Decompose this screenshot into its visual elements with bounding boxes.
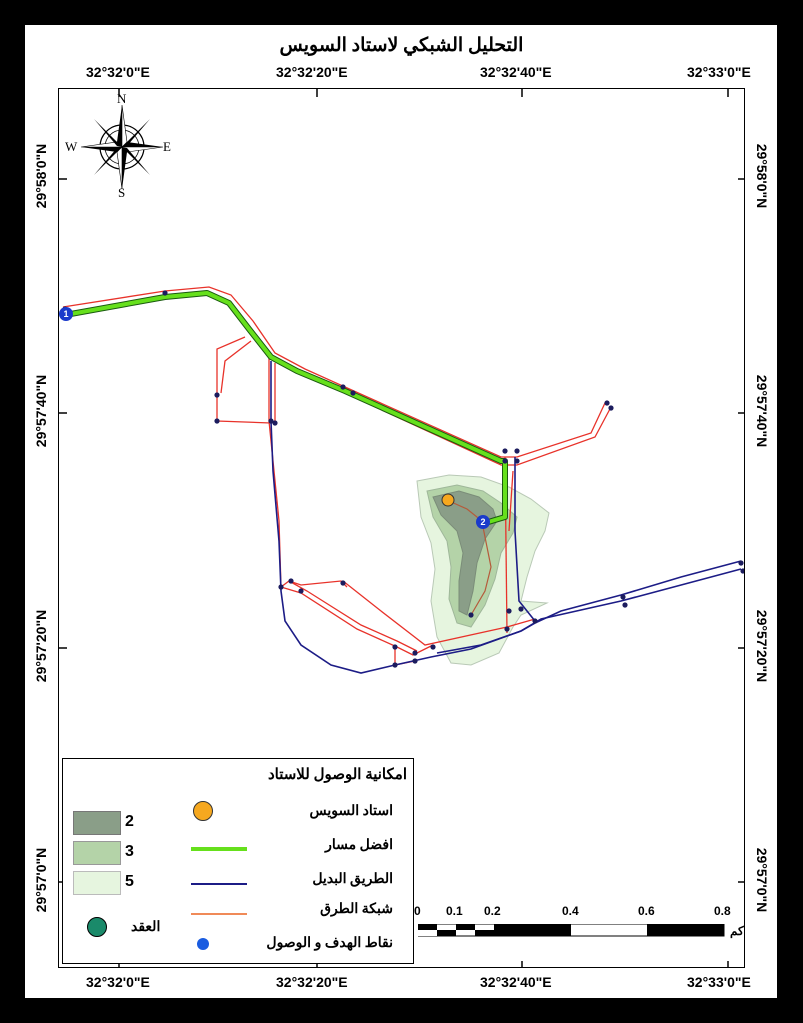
left-coord-label: 29°58'0"N [33,143,49,209]
compass-icon [80,104,164,190]
right-coord-label: 29°58'0"N [754,143,770,209]
legend-swatch-zone-2 [73,811,121,835]
bottom-coord-label: 32°32'0"E [86,974,150,990]
accessibility-zones [416,474,550,666]
legend-title: امكانية الوصول للاستاد [267,767,407,783]
start-stop-label: 1 [63,309,69,319]
alternative-route [270,361,742,674]
legend-best-route-label: افضل مسار [325,838,393,853]
scale-tick-label: 0.4 [562,904,579,918]
scale-tick-label: 0.6 [638,904,655,918]
legend-nodes-label: العقد [131,920,161,935]
end-stop-label: 2 [480,517,486,527]
legend-node-symbol [87,917,107,937]
best-route-line [64,291,507,525]
right-coord-label: 29°57'40"N [754,374,770,448]
scale-unit-label: كم [730,924,744,938]
end-stop-marker[interactable]: 2 [476,515,490,529]
network-nodes [62,290,744,668]
bottom-coord-label: 32°33'0"E [687,974,751,990]
scale-bar-graphic [418,924,725,937]
stadium-marker [441,493,455,507]
compass-west-label: W [65,139,78,154]
legend-network-label: شبكة الطرق [320,902,393,917]
top-coord-label: 32°33'0"E [687,64,751,80]
local-route [448,500,492,616]
legend-stadium-label: استاد السويس [309,804,393,819]
map-canvas [59,89,744,967]
map-legend: امكانية الوصول للاستاد 2 3 5 العقد استاد… [62,758,414,964]
scale-tick-label: 0.8 [714,904,731,918]
bottom-coord-label: 32°32'40"E [480,974,552,990]
scale-tick-label: 0.2 [484,904,501,918]
compass-east-label: E [163,139,171,154]
scale-tick-label: 0.1 [446,904,463,918]
right-coord-label: 29°57'20"N [754,609,770,683]
legend-network-symbol [191,913,247,915]
legend-stadium-symbol [193,801,213,821]
top-coord-label: 32°32'0"E [86,64,150,80]
legend-zone-2-label: 2 [125,813,134,830]
legend-zone-3-label: 3 [125,843,134,860]
top-coord-label: 32°32'20"E [276,64,348,80]
start-stop-marker[interactable]: 1 [59,307,73,321]
legend-zone-5-label: 5 [125,873,134,890]
scale-tick-label: 0 [414,904,421,918]
right-coord-label: 29°57'0"N [754,847,770,913]
compass-north-label: N [117,91,127,106]
left-coord-label: 29°57'20"N [33,609,49,683]
bottom-coord-label: 32°32'20"E [276,974,348,990]
top-coord-label: 32°32'40"E [480,64,552,80]
legend-stops-label: نقاط الهدف و الوصول [266,936,393,951]
left-coord-label: 29°57'0"N [33,847,49,913]
compass-rose: N S E W [65,91,177,201]
scale-bar: 0 0.1 0.2 0.4 0.6 0.8 كم [414,904,748,944]
legend-swatch-zone-3 [73,841,121,865]
left-coord-label: 29°57'40"N [33,374,49,448]
legend-alt-route-symbol [191,883,247,885]
legend-best-route-symbol [191,847,247,851]
legend-alt-route-label: الطريق البديل [312,872,393,887]
compass-south-label: S [118,185,126,200]
map-title: التحليل الشبكي لاستاد السويس [279,35,524,56]
legend-stops-symbol [197,938,209,950]
legend-swatch-zone-5 [73,871,121,895]
